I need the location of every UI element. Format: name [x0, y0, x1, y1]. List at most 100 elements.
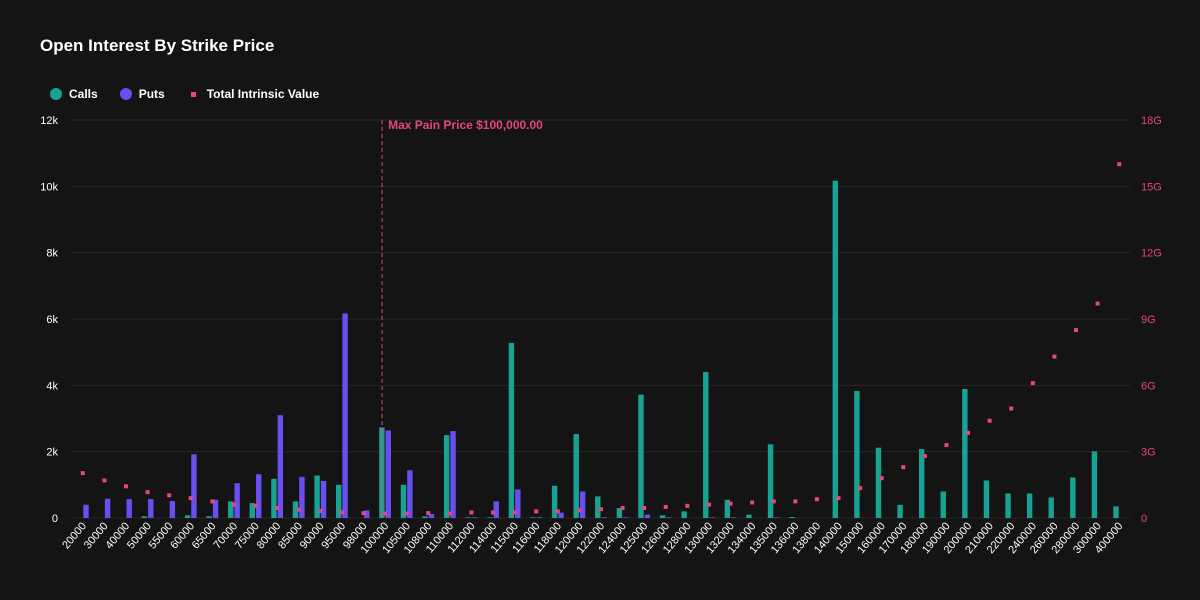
puts-bar	[666, 517, 672, 518]
x-axis-labels: 2000030000400005000055000600006500070000…	[60, 520, 1125, 556]
calls-bar	[530, 517, 536, 518]
intrinsic-point	[858, 486, 863, 491]
legend-item-calls[interactable]: Calls	[50, 87, 98, 101]
calls-bar	[616, 508, 623, 518]
puts-bar	[299, 476, 305, 518]
puts-bar	[601, 517, 607, 518]
calls-bar	[141, 516, 148, 518]
y-left-tick-label: 4k	[46, 380, 58, 392]
grid-lines	[72, 119, 1130, 519]
intrinsic-point	[426, 511, 431, 516]
calls-bar	[1005, 493, 1011, 518]
max-pain-marker: Max Pain Price $100,000.00	[381, 118, 543, 518]
y-left-tick-label: 8k	[46, 248, 58, 260]
intrinsic-point	[901, 465, 906, 470]
puts-bar	[709, 517, 715, 518]
calls-bar	[292, 501, 299, 518]
y-axis-left: 0 2k 4k 6k 8k 10k 12k	[40, 115, 58, 525]
puts-bar	[731, 517, 737, 518]
intrinsic-point	[1052, 354, 1057, 359]
legend-label-calls: Calls	[69, 87, 98, 101]
y-right-tick-label: 0	[1141, 513, 1147, 525]
y-right-tick-label: 12G	[1141, 248, 1162, 260]
intrinsic-point	[922, 454, 927, 459]
calls-bar	[573, 434, 579, 518]
intrinsic-point	[944, 443, 949, 448]
puts-bar	[644, 514, 651, 518]
calls-bar	[271, 478, 277, 518]
intrinsic-point	[987, 418, 992, 423]
intrinsic-point	[728, 501, 733, 506]
calls-bar	[1026, 493, 1033, 518]
intrinsic-point	[512, 510, 517, 515]
calls-bar	[789, 517, 795, 518]
calls-bar	[832, 180, 839, 518]
y-left-tick-label: 10k	[40, 181, 58, 193]
calls-bar	[854, 390, 860, 518]
intrinsic-point	[469, 510, 474, 515]
calls-bar	[724, 499, 731, 518]
intrinsic-point	[383, 511, 388, 516]
calls-bar	[335, 484, 342, 518]
legend-item-puts[interactable]: Puts	[119, 87, 165, 101]
legend-label-puts: Puts	[138, 87, 165, 101]
intrinsic-point	[793, 499, 798, 504]
chart-legend: Calls Puts Total Intrinsic Value	[50, 87, 319, 101]
puts-bar	[83, 504, 89, 518]
puts-bar	[126, 499, 132, 518]
intrinsic-point	[1030, 381, 1035, 386]
intrinsic-point	[339, 510, 344, 515]
intrinsic-point	[966, 430, 971, 435]
legend-item-intrinsic[interactable]: Total Intrinsic Value	[187, 87, 319, 101]
y-axis-right: 0 3G 6G 9G 12G 15G 18G	[1141, 115, 1162, 525]
y-right-tick-label: 18G	[1141, 115, 1162, 127]
intrinsic-point	[879, 476, 884, 481]
intrinsic-point	[1009, 406, 1014, 411]
calls-bar	[487, 517, 493, 518]
calls-bar	[1048, 497, 1054, 518]
y-right-tick-label: 6G	[1141, 380, 1156, 392]
puts-bar	[148, 499, 154, 518]
intrinsic-point	[663, 504, 668, 509]
puts-bar	[515, 489, 521, 518]
intrinsic-point	[836, 496, 841, 501]
intrinsic-point	[296, 507, 301, 512]
calls-bar	[1113, 506, 1119, 518]
intrinsic-point	[188, 496, 193, 501]
calls-bar	[422, 516, 428, 518]
intrinsic-point	[577, 508, 582, 513]
y-right-tick-label: 3G	[1141, 447, 1156, 459]
calls-bar	[595, 496, 601, 518]
calls-bar	[400, 484, 407, 518]
puts-bar	[191, 454, 197, 518]
intrinsic-point	[275, 506, 280, 511]
intrinsic-point	[102, 478, 107, 483]
calls-bar	[1091, 451, 1098, 518]
puts-bar	[169, 501, 176, 518]
puts-bar	[536, 517, 543, 518]
intrinsic-swatch-icon	[190, 91, 196, 97]
intrinsic-point	[318, 508, 323, 513]
intrinsic-point	[685, 503, 690, 508]
calls-bar	[767, 444, 774, 518]
puts-bar	[212, 499, 219, 518]
bars	[83, 180, 1119, 518]
puts-bar	[256, 474, 262, 518]
intrinsic-point	[210, 499, 215, 504]
y-left-tick-label: 6k	[46, 314, 58, 326]
calls-bar	[962, 388, 968, 518]
calls-bar	[1070, 477, 1076, 518]
calls-swatch-icon	[50, 88, 62, 100]
calls-bar	[184, 515, 191, 518]
calls-bar	[508, 342, 515, 518]
intrinsic-point	[167, 493, 172, 498]
puts-bar	[774, 517, 780, 518]
legend-label-intrinsic: Total Intrinsic Value	[206, 87, 320, 101]
intrinsic-point	[642, 506, 647, 511]
intrinsic-point	[1095, 301, 1100, 306]
calls-bar	[918, 449, 925, 518]
puts-bar	[342, 313, 348, 518]
calls-bar	[746, 514, 752, 518]
intrinsic-point	[620, 506, 625, 511]
